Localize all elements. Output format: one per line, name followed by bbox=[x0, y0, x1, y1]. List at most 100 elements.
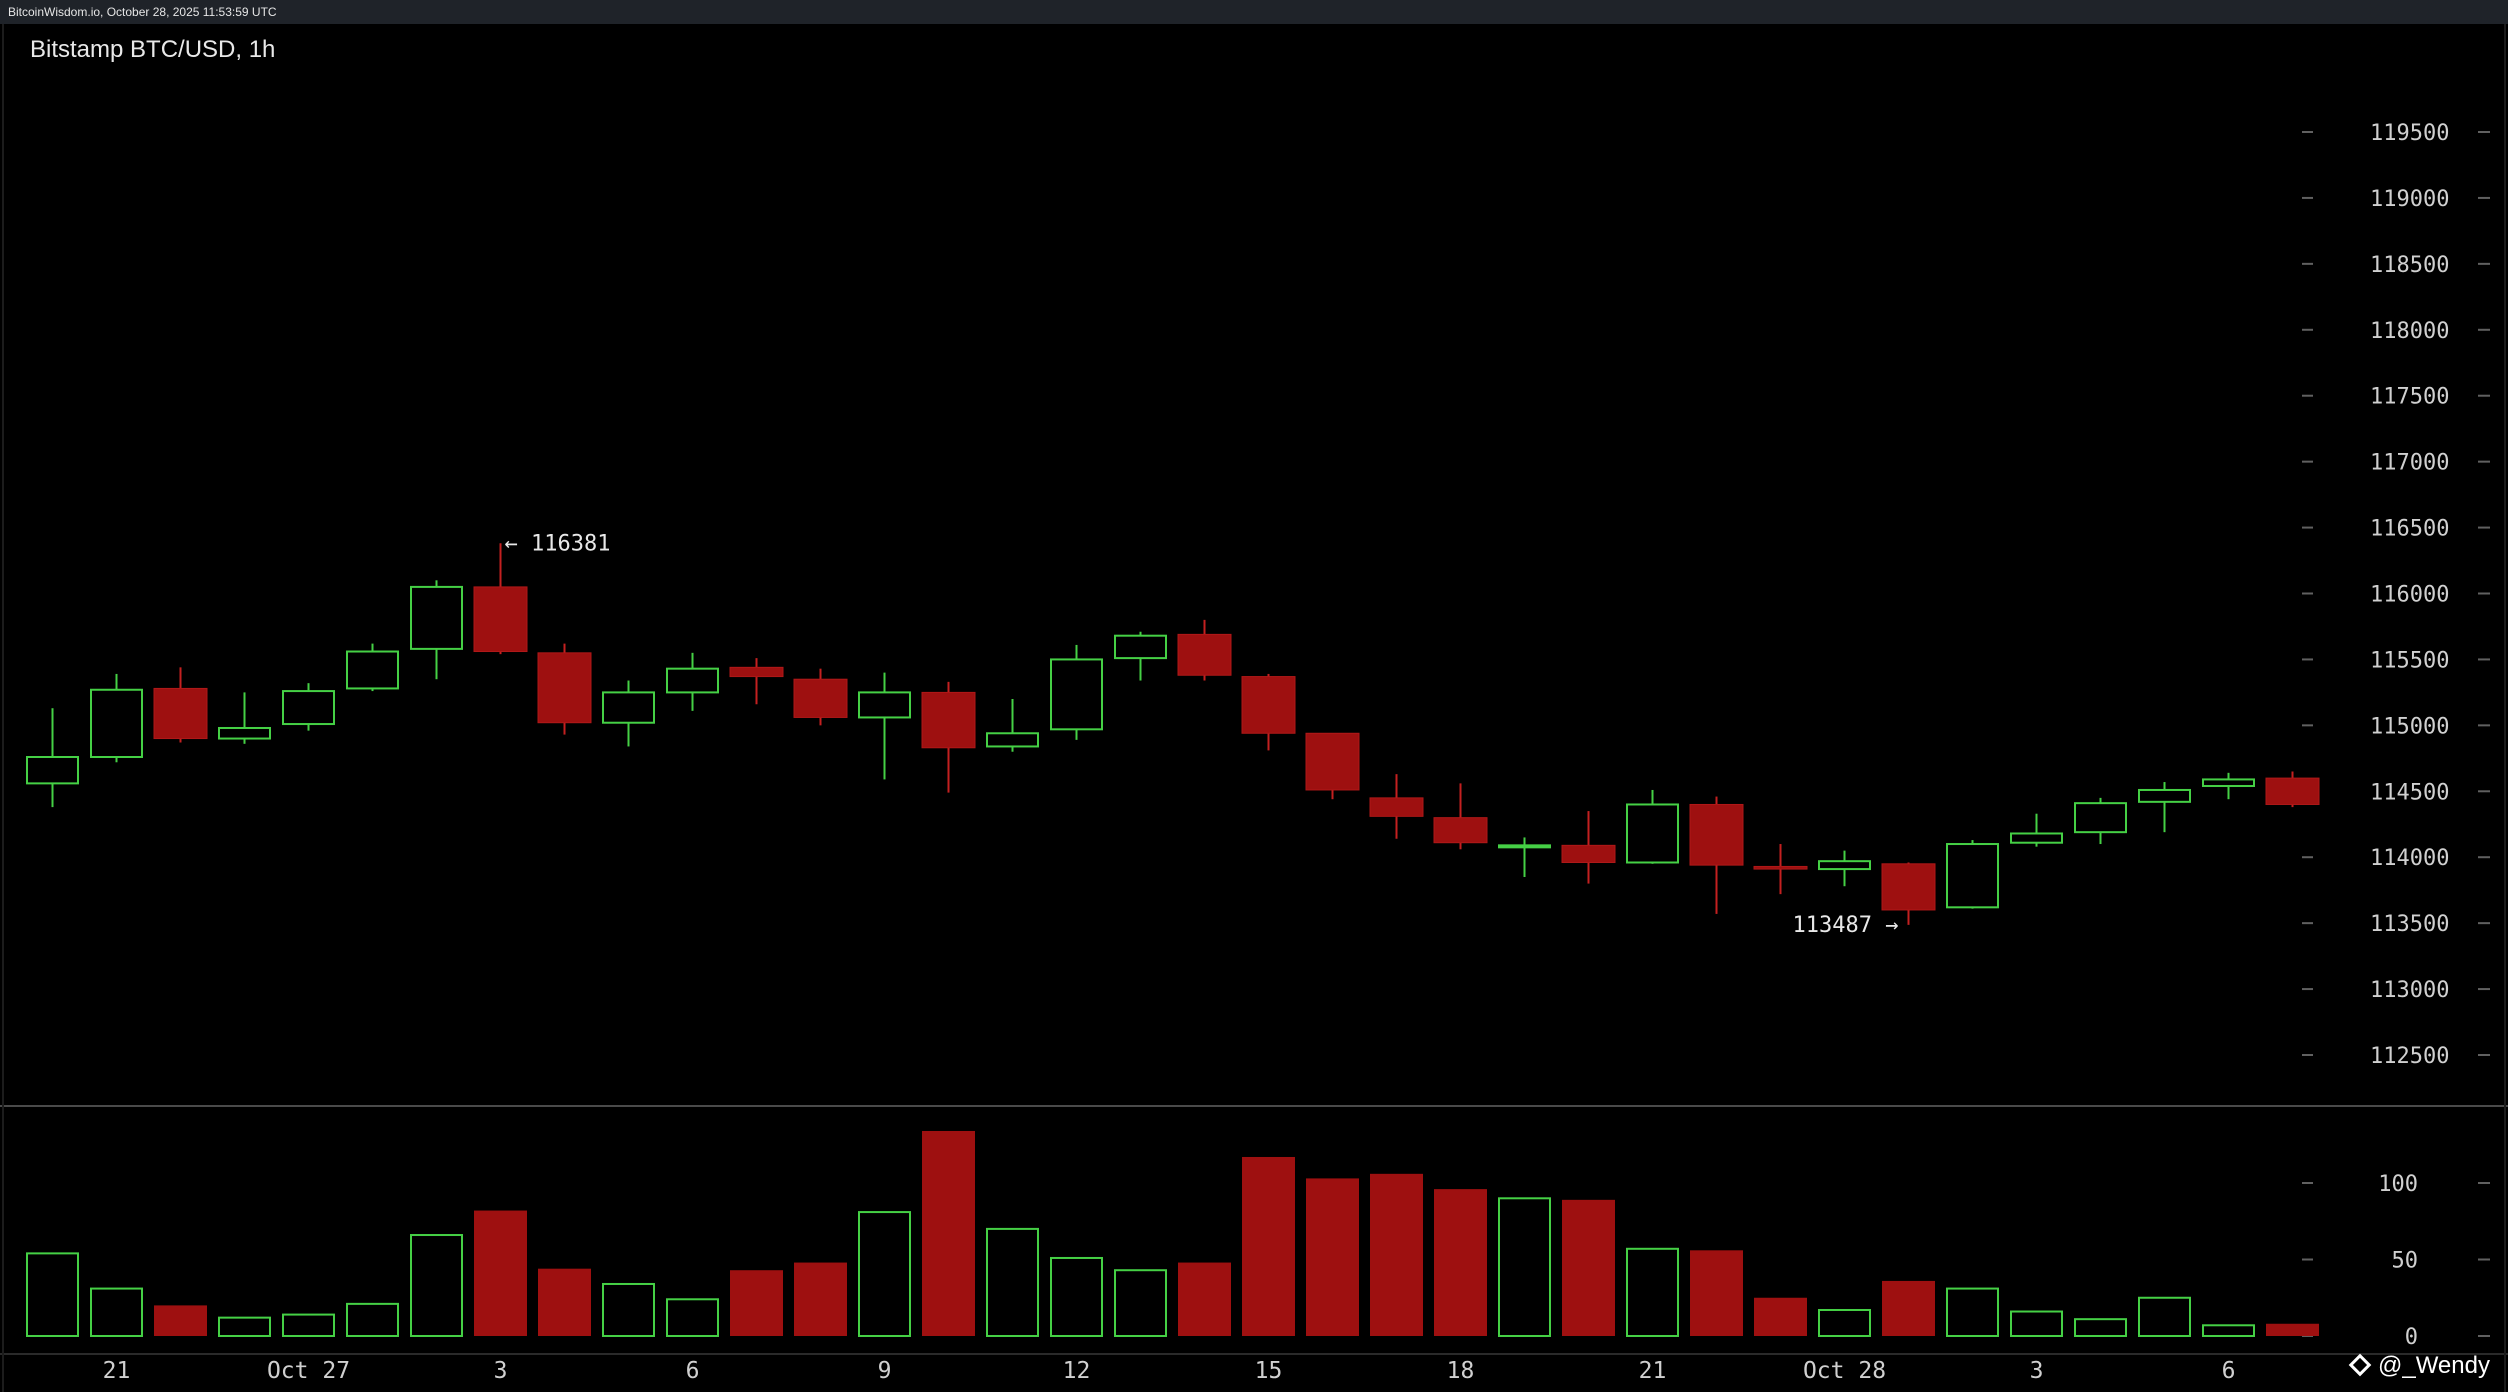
volume-bar-up bbox=[1114, 1269, 1167, 1337]
price-tick-label: 112500 bbox=[2370, 1044, 2449, 1069]
volume-bar-up bbox=[26, 1252, 79, 1338]
price-annotations: ← 116381 113487 → bbox=[505, 531, 1899, 938]
candle-body-down bbox=[1881, 863, 1936, 911]
volume-bar-up bbox=[986, 1227, 1039, 1338]
volume-bar-up bbox=[346, 1302, 399, 1337]
candle-body-down bbox=[1561, 844, 1616, 863]
source-timestamp: BitcoinWisdom.io, October 28, 2025 11:53… bbox=[8, 5, 277, 19]
time-tick-label: 21 bbox=[1639, 1358, 1667, 1384]
price-tick-label: 113500 bbox=[2370, 912, 2449, 937]
volume-bar-up bbox=[2074, 1318, 2127, 1338]
volume-bar-up bbox=[602, 1282, 655, 1337]
volume-bar-down bbox=[538, 1268, 591, 1336]
volume-bar-up bbox=[1050, 1256, 1103, 1337]
time-tick-label: Oct 28 bbox=[1803, 1358, 1886, 1384]
price-tick-label: 118500 bbox=[2370, 253, 2449, 278]
volume-tick-label: 50 bbox=[2392, 1249, 2419, 1274]
candle-body-up bbox=[986, 732, 1039, 748]
time-tick-label: 21 bbox=[103, 1358, 131, 1384]
time-tick-label: 3 bbox=[494, 1358, 508, 1384]
candle-body-up bbox=[26, 756, 79, 785]
candle-body-up bbox=[346, 650, 399, 690]
price-tick-label: 115000 bbox=[2370, 714, 2449, 739]
volume-bar-up bbox=[2202, 1324, 2255, 1338]
volume-bar-up bbox=[858, 1211, 911, 1337]
volume-bar-down bbox=[1562, 1199, 1615, 1336]
time-tick-label: 6 bbox=[686, 1358, 700, 1384]
candle-body-up bbox=[602, 691, 655, 724]
candle-body-down bbox=[1241, 676, 1296, 734]
chart-title: Bitstamp BTC/USD, 1h bbox=[30, 36, 276, 63]
price-tick-label: 119000 bbox=[2370, 187, 2449, 212]
price-tick-label: 115500 bbox=[2370, 648, 2449, 673]
candle-body-up bbox=[1498, 844, 1551, 849]
candle-body-down bbox=[1753, 865, 1808, 870]
volume-bar-down bbox=[1882, 1280, 1935, 1336]
candle-body-up bbox=[2138, 788, 2191, 803]
price-tick-label: 118000 bbox=[2370, 319, 2449, 344]
volume-bar-down bbox=[1178, 1262, 1231, 1336]
price-tick-label: 116000 bbox=[2370, 583, 2449, 608]
candlestick-chart[interactable]: 112500 113000 113500 114000 114500 115000 1155… bbox=[0, 24, 2508, 1392]
candle-body-up bbox=[2074, 802, 2127, 834]
price-tick-label: 114000 bbox=[2370, 846, 2449, 871]
time-tick-label: 12 bbox=[1063, 1358, 1091, 1384]
time-tick-label: 18 bbox=[1447, 1358, 1475, 1384]
candle-body-up bbox=[90, 688, 143, 759]
price-tick-label: 117000 bbox=[2370, 451, 2449, 476]
candle-body-down bbox=[1689, 803, 1744, 866]
volume-bar-down bbox=[1754, 1297, 1807, 1336]
price-tick-label: 116500 bbox=[2370, 517, 2449, 542]
candle-body-up bbox=[1114, 634, 1167, 660]
candle-body-down bbox=[153, 687, 208, 740]
candle-body-down bbox=[1433, 817, 1488, 844]
volume-bar-up bbox=[1818, 1308, 1871, 1337]
candle-body-down bbox=[793, 678, 848, 718]
volume-bar-up bbox=[1946, 1287, 1999, 1337]
volume-bar-up bbox=[410, 1234, 463, 1338]
candle-body-up bbox=[666, 667, 719, 694]
volume-bars bbox=[26, 1130, 2319, 1338]
diamond-logo-icon bbox=[2348, 1353, 2372, 1377]
candle-body-up bbox=[282, 690, 335, 726]
candles bbox=[26, 543, 2320, 925]
time-axis: 21 Oct 27 3 6 9 12 15 18 21 Oct 28 3 6 bbox=[103, 1358, 2236, 1384]
candle-body-up bbox=[1626, 803, 1679, 864]
volume-bar-down bbox=[474, 1210, 527, 1336]
volume-bar-up bbox=[282, 1313, 335, 1337]
volume-bar-up bbox=[218, 1316, 271, 1338]
price-tick-label: 114500 bbox=[2370, 780, 2449, 805]
candle-body-down bbox=[2265, 777, 2320, 805]
time-tick-label: 3 bbox=[2030, 1358, 2044, 1384]
price-tick-label: 117500 bbox=[2370, 385, 2449, 410]
volume-bar-up bbox=[666, 1298, 719, 1338]
time-tick-label: Oct 27 bbox=[267, 1358, 350, 1384]
volume-bar-down bbox=[922, 1130, 975, 1336]
top-info-bar: BitcoinWisdom.io, October 28, 2025 11:53… bbox=[0, 0, 2508, 24]
price-axis: 112500 113000 113500 114000 114500 115000 1155… bbox=[2302, 121, 2490, 1069]
candle-body-down bbox=[1369, 797, 1424, 817]
candle-body-down bbox=[1177, 633, 1232, 676]
watermark-text: @_Wendy bbox=[2378, 1352, 2490, 1379]
candle-body-up bbox=[858, 691, 911, 719]
volume-bar-down bbox=[1434, 1189, 1487, 1336]
candle-body-down bbox=[921, 691, 976, 749]
candle-body-down bbox=[1305, 732, 1360, 791]
volume-axis: 0 50 100 bbox=[2302, 1172, 2490, 1350]
candle-body-down bbox=[537, 652, 592, 724]
time-tick-label: 15 bbox=[1255, 1358, 1283, 1384]
price-tick-label: 113000 bbox=[2370, 978, 2449, 1003]
author-watermark: @_Wendy bbox=[2348, 1352, 2490, 1380]
low-price-annotation: 113487 → bbox=[1793, 913, 1899, 938]
time-tick-label: 9 bbox=[878, 1358, 892, 1384]
volume-tick-label: 100 bbox=[2378, 1172, 2418, 1197]
volume-bar-down bbox=[794, 1262, 847, 1336]
candle-body-up bbox=[1050, 658, 1103, 731]
candle-body-up bbox=[410, 585, 463, 650]
volume-bar-up bbox=[1626, 1247, 1679, 1338]
volume-bar-down bbox=[154, 1305, 207, 1336]
candle-body-down bbox=[473, 586, 528, 653]
volume-bar-down bbox=[1690, 1250, 1743, 1336]
candle-body-down bbox=[729, 666, 784, 678]
volume-bar-down bbox=[1306, 1178, 1359, 1336]
